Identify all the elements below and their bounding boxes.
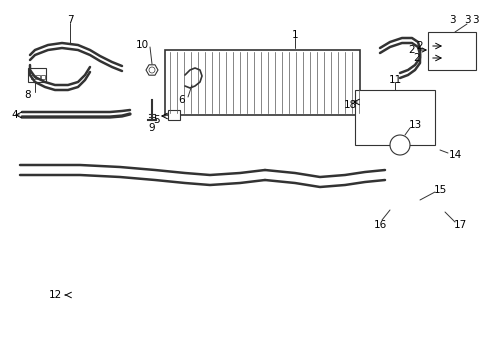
Text: 2: 2 [413, 53, 420, 63]
Polygon shape [146, 65, 158, 75]
Text: 2: 2 [416, 41, 423, 51]
Text: 17: 17 [452, 220, 466, 230]
Circle shape [389, 135, 409, 155]
Text: 8: 8 [24, 90, 31, 100]
Text: 16: 16 [373, 220, 386, 230]
Text: 6: 6 [178, 95, 185, 105]
Text: 12: 12 [48, 290, 61, 300]
Text: 1: 1 [291, 30, 298, 40]
Text: 7: 7 [66, 15, 73, 25]
Text: 3: 3 [463, 15, 469, 25]
Bar [31, 75, 35, 79]
Text: 5: 5 [152, 115, 159, 125]
Bar [28, 68, 46, 82]
Text: 11: 11 [387, 75, 401, 85]
Text: 10: 10 [135, 40, 148, 50]
Bar [427, 32, 475, 70]
Bar [36, 75, 40, 79]
Text: 14: 14 [447, 150, 461, 160]
Bar [168, 110, 180, 120]
Circle shape [149, 67, 155, 73]
Text: 18: 18 [343, 100, 356, 110]
Text: 13: 13 [407, 120, 421, 130]
Text: 15: 15 [432, 185, 446, 195]
Text: 4: 4 [12, 110, 18, 120]
Text: 2: 2 [407, 45, 425, 55]
Bar [164, 50, 359, 115]
Text: 3: 3 [448, 15, 454, 25]
Text: 3: 3 [471, 15, 477, 25]
Bar [354, 90, 434, 145]
Bar [41, 75, 45, 79]
Text: 9: 9 [148, 123, 155, 133]
